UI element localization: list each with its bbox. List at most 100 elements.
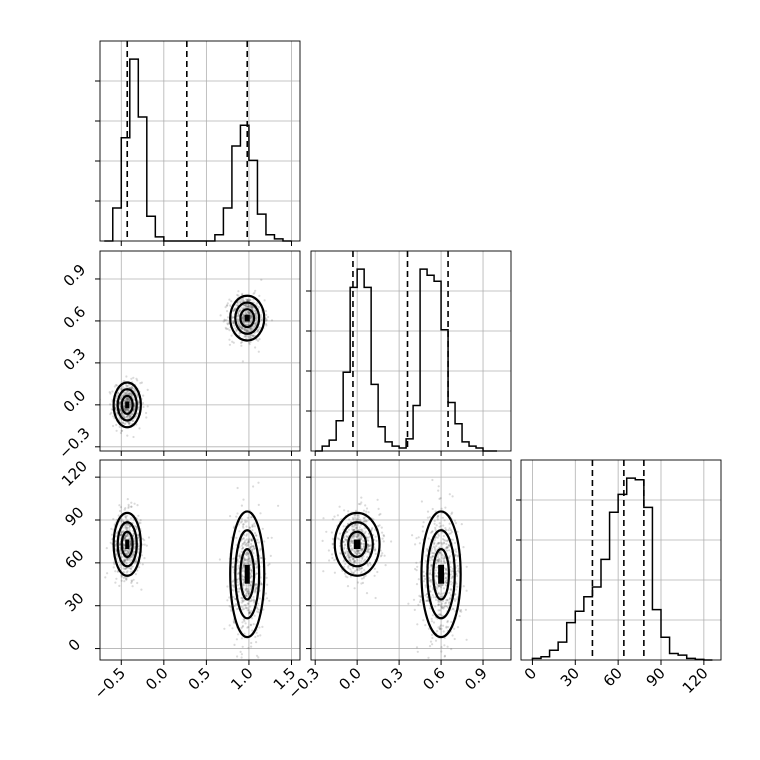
scatter-point [348, 564, 351, 567]
scatter-point [353, 523, 356, 526]
scatter-point [123, 539, 126, 542]
scatter-point [111, 533, 114, 536]
scatter-point [126, 385, 129, 388]
scatter-point [254, 322, 257, 325]
scatter-point [255, 583, 258, 586]
scatter-point [106, 572, 109, 575]
scatter-point [431, 614, 434, 617]
scatter-point [130, 394, 133, 397]
scatter-point [124, 422, 127, 425]
scatter-point [114, 549, 117, 552]
scatter-point [134, 559, 137, 562]
scatter-point [245, 329, 249, 332]
scatter-point [247, 299, 250, 302]
scatter-point [116, 413, 119, 416]
scatter-point [247, 609, 250, 612]
scatter-point [131, 419, 135, 423]
scatter-point [249, 516, 252, 519]
scatter-point [124, 399, 127, 402]
scatter-point [381, 531, 384, 534]
scatter-point [118, 543, 122, 547]
scatter-point [243, 541, 246, 544]
scatter-point [241, 525, 245, 528]
scatter-point [245, 553, 248, 556]
scatter-point [112, 566, 115, 569]
param3-y-tick-label: 60 [61, 546, 87, 572]
scatter-point [240, 341, 243, 344]
scatter-point [242, 320, 245, 323]
scatter-point [430, 564, 433, 567]
scatter-point [241, 582, 244, 585]
scatter-point [126, 407, 129, 410]
scatter-point [357, 534, 360, 538]
scatter-point [251, 306, 254, 309]
scatter-point [229, 606, 232, 609]
scatter-point [250, 539, 253, 542]
scatter-point [245, 585, 248, 588]
scatter-point [436, 566, 439, 569]
scatter-point [350, 525, 354, 528]
scatter-point [265, 597, 269, 600]
scatter-point [244, 304, 247, 307]
density-contour [333, 511, 381, 577]
scatter-point [126, 399, 129, 402]
scatter-point [243, 303, 246, 306]
scatter-point [351, 557, 355, 561]
scatter-point [352, 518, 355, 521]
scatter-point [249, 546, 252, 549]
scatter-point [248, 526, 251, 529]
scatter-point [243, 620, 246, 623]
scatter-point [251, 327, 254, 331]
scatter-point [248, 557, 251, 560]
scatter-point [129, 403, 132, 406]
scatter-point [249, 306, 253, 309]
scatter-point [136, 569, 139, 572]
scatter-point [260, 583, 263, 586]
scatter-point [247, 562, 250, 565]
scatter-point [245, 553, 248, 557]
scatter-point [244, 558, 247, 561]
scatter-point [260, 315, 263, 318]
param3-y-tick-label: 120 [58, 457, 91, 490]
scatter-point [228, 624, 231, 627]
scatter-point [369, 563, 372, 566]
scatter-point [439, 583, 442, 586]
scatter-point [241, 621, 244, 624]
scatter-point [129, 542, 132, 545]
scatter-point [245, 520, 248, 523]
scatter-point [375, 539, 378, 542]
scatter-point [357, 533, 361, 536]
scatter-point [113, 563, 116, 566]
scatter-point [237, 310, 240, 313]
scatter-point [252, 552, 255, 555]
scatter-point [244, 311, 247, 314]
scatter-point [253, 591, 256, 594]
scatter-point [246, 516, 249, 519]
scatter-point [123, 415, 126, 418]
scatter-point [120, 519, 123, 522]
scatter-point [129, 413, 132, 416]
scatter-point [356, 553, 359, 556]
scatter-point [126, 415, 129, 418]
scatter-point [240, 601, 244, 604]
scatter-point [350, 540, 353, 543]
scatter-point [122, 543, 125, 546]
scatter-point [237, 290, 240, 293]
scatter-point [123, 567, 126, 571]
scatter-point [438, 560, 441, 563]
scatter-point [446, 599, 449, 602]
scatter-point [138, 566, 141, 569]
scatter-point [366, 539, 369, 542]
scatter-point [235, 515, 238, 518]
scatter-point [448, 527, 451, 530]
scatter-point [243, 328, 246, 331]
scatter-point [240, 306, 243, 309]
scatter-point [449, 580, 452, 583]
scatter-point [450, 648, 453, 651]
scatter-point [376, 498, 379, 501]
scatter-point [347, 528, 351, 531]
density-peak [125, 401, 130, 409]
scatter-point [372, 518, 375, 521]
scatter-point [241, 327, 244, 330]
scatter-point [425, 599, 428, 603]
